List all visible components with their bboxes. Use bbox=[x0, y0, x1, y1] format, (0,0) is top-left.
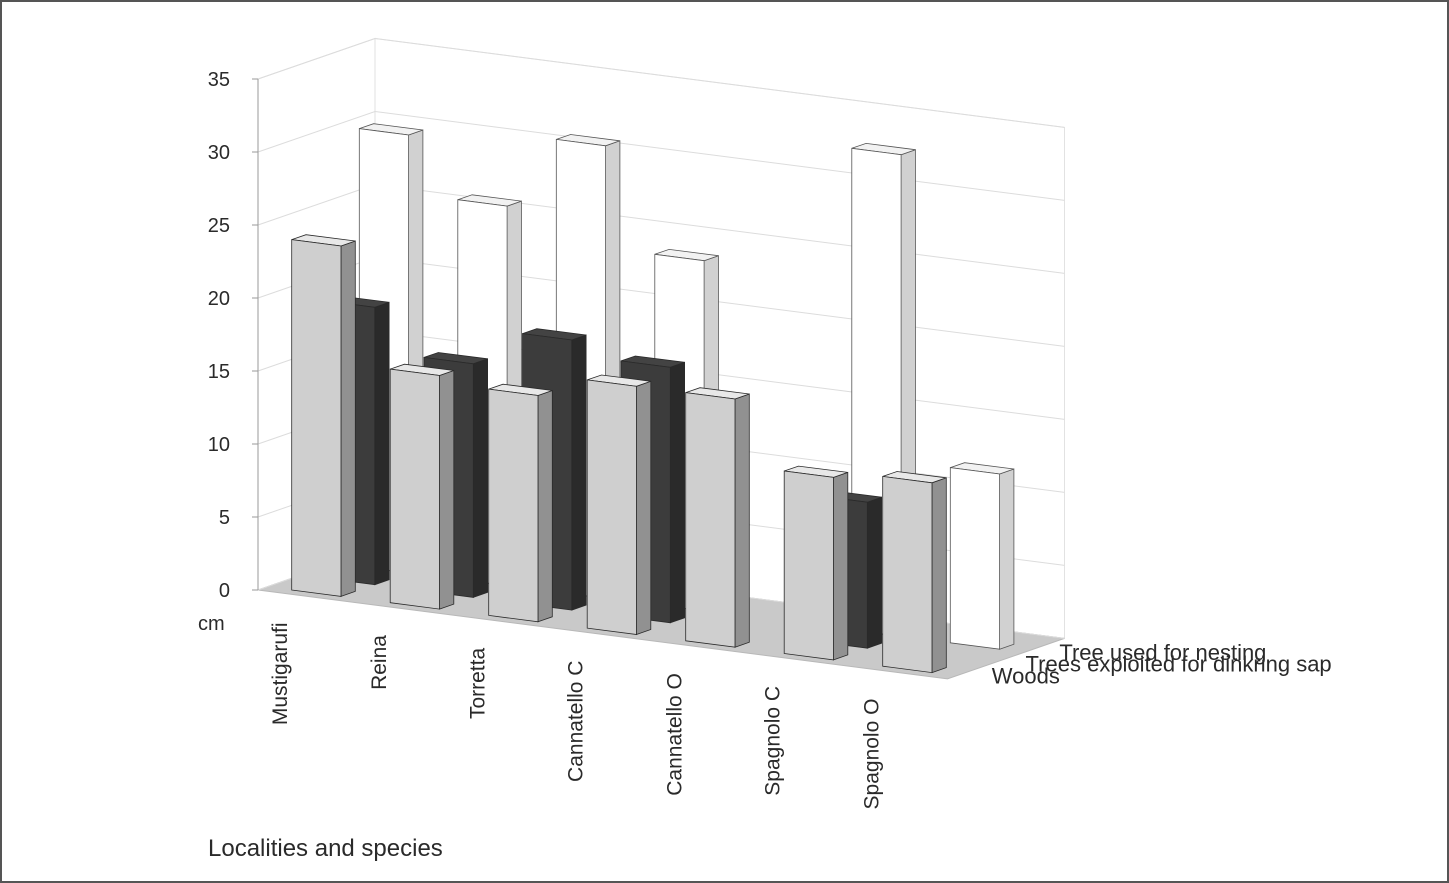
y-tick-label: 35 bbox=[208, 69, 230, 91]
gridline bbox=[257, 37, 1065, 128]
category-label: Cannatello C bbox=[565, 661, 588, 782]
bar bbox=[949, 462, 1015, 650]
bar-side-face bbox=[866, 496, 882, 649]
category-label: Cannatello O bbox=[663, 673, 686, 796]
bar-side-face bbox=[340, 240, 356, 597]
bar-side-face bbox=[374, 301, 390, 586]
bar-front-face bbox=[882, 475, 933, 674]
bar bbox=[488, 383, 553, 623]
category-label: Mustigarufi bbox=[269, 622, 292, 725]
bar-side-face bbox=[734, 393, 750, 648]
category-label: Spagnolo O bbox=[860, 699, 883, 810]
gridline bbox=[257, 110, 1065, 201]
bar bbox=[586, 374, 652, 636]
bar bbox=[389, 363, 455, 610]
bar-front-face bbox=[389, 368, 440, 610]
bar-side-face bbox=[636, 380, 652, 636]
bar-side-face bbox=[833, 471, 849, 661]
bar-side-face bbox=[472, 358, 489, 598]
bar-front-face bbox=[685, 392, 736, 648]
bar bbox=[685, 387, 750, 648]
bar-side-face bbox=[571, 334, 587, 611]
y-tick-label: 20 bbox=[208, 288, 230, 310]
series-label: Woods bbox=[992, 663, 1060, 688]
bar-front-face bbox=[949, 467, 1000, 650]
series-label: Trees exploited for dinkring sap bbox=[1026, 652, 1332, 677]
series-label: Tree used for nesting bbox=[1059, 640, 1266, 665]
y-tick-label: 30 bbox=[208, 142, 230, 164]
x-axis-title: Localities and species bbox=[208, 835, 443, 862]
y-tick-label: 0 bbox=[219, 580, 230, 602]
bar-side-face bbox=[439, 369, 455, 610]
bar bbox=[291, 234, 356, 597]
y-tick-label: 10 bbox=[208, 434, 230, 456]
bar-front-face bbox=[783, 470, 834, 661]
bar-side-face bbox=[537, 389, 553, 623]
bar-front-face bbox=[488, 388, 539, 623]
y-axis-unit-label: cm bbox=[198, 613, 225, 635]
y-tick-label: 25 bbox=[208, 215, 230, 237]
y-axis: 0 5 10 15 20 25 30 35 bbox=[208, 69, 259, 602]
y-tick-label: 5 bbox=[219, 507, 230, 529]
bars bbox=[291, 123, 1015, 674]
y-tick-label: 15 bbox=[208, 361, 230, 383]
category-labels: Mustigarufi Reina Torretta Cannatello C Cann… bbox=[269, 622, 883, 809]
bar-front-face bbox=[586, 379, 637, 635]
bar-side-face bbox=[669, 361, 685, 624]
bar-front-face bbox=[291, 239, 342, 597]
bar bbox=[783, 465, 849, 661]
category-label: Reina bbox=[368, 635, 391, 690]
bar bbox=[882, 471, 947, 674]
category-label: Torretta bbox=[466, 648, 489, 720]
bar-side-face bbox=[931, 477, 947, 674]
bar-side-face bbox=[999, 468, 1015, 650]
category-label: Spagnolo C bbox=[762, 686, 785, 796]
